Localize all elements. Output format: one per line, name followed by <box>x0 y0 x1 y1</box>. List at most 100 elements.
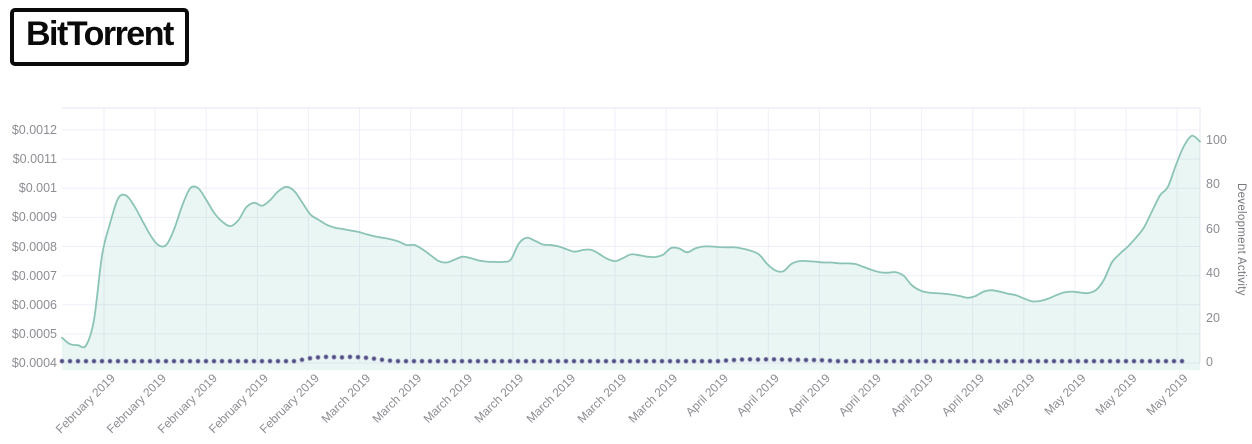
dev-activity-dot <box>771 356 777 362</box>
dev-activity-dot <box>707 358 713 364</box>
dev-activity-dot <box>1027 358 1033 364</box>
dev-activity-dot <box>355 354 361 360</box>
dev-activity-dot <box>387 358 393 364</box>
dev-activity-dot <box>931 358 937 364</box>
dev-activity-dot <box>99 358 105 364</box>
dev-activity-dot <box>131 358 137 364</box>
dev-activity-dot <box>971 358 977 364</box>
dev-activity-dot <box>699 358 705 364</box>
dev-activity-dot <box>547 358 553 364</box>
dev-activity-dot <box>1179 358 1185 364</box>
dev-activity-dot <box>323 354 329 360</box>
dev-activity-dot <box>835 358 841 364</box>
dev-activity-dot <box>1147 358 1153 364</box>
dev-activity-dot <box>363 355 369 361</box>
dev-activity-dot <box>283 358 289 364</box>
dev-activity-dot <box>83 358 89 364</box>
dev-activity-dot <box>859 358 865 364</box>
dev-activity-dot <box>955 358 961 364</box>
price-line <box>61 134 1201 349</box>
dev-activity-dot <box>675 358 681 364</box>
dev-activity-dot <box>691 358 697 364</box>
dev-activity-dot <box>875 358 881 364</box>
dev-activity-dot <box>331 354 337 360</box>
dev-activity-dot <box>1019 358 1025 364</box>
dev-activity-dot <box>1155 358 1161 364</box>
dev-activity-dot <box>851 358 857 364</box>
dev-activity-dot <box>203 358 209 364</box>
dev-activity-dot <box>947 358 953 364</box>
dev-activity-dot <box>683 358 689 364</box>
dev-activity-dot <box>483 358 489 364</box>
dev-activity-dot <box>907 358 913 364</box>
dev-activity-dot <box>779 356 785 363</box>
dev-activity-dot <box>651 358 657 364</box>
dev-activity-dot <box>211 358 217 364</box>
dev-activity-dot <box>619 358 625 364</box>
dev-activity-dot <box>1107 358 1113 364</box>
dev-activity-dot <box>507 358 513 364</box>
dev-activity-dot <box>395 358 401 364</box>
dev-activity-dot <box>1059 358 1065 364</box>
dev-activity-dot <box>1035 358 1041 364</box>
dev-activity-dot <box>251 358 257 364</box>
dev-activity-dot <box>867 358 873 364</box>
dev-activity-dot <box>539 358 545 364</box>
dev-activity-dot <box>1171 358 1177 364</box>
dev-activity-dot <box>107 358 113 364</box>
dev-activity-dot <box>531 358 537 364</box>
dev-activity-dot <box>195 358 201 364</box>
dev-activity-dot <box>1091 358 1097 364</box>
dev-activity-dot <box>243 358 249 364</box>
dev-activity-dot <box>979 358 985 364</box>
dev-activity-dot <box>491 358 497 364</box>
dev-activity-dot <box>587 358 593 364</box>
dev-activity-dot <box>163 358 169 364</box>
dev-activity-dot <box>411 358 417 364</box>
dev-activity-dot <box>115 358 121 364</box>
bittorrent-logo[interactable]: BitTorrent <box>10 8 189 66</box>
dev-activity-dot <box>715 358 721 364</box>
dev-activity-dot <box>467 358 473 364</box>
price-area-fill <box>62 135 1200 370</box>
dev-activity-dot <box>891 358 897 364</box>
dev-activity-dot <box>515 358 521 364</box>
dev-activity-dot <box>459 358 465 364</box>
dev-activity-dot <box>1139 358 1145 364</box>
dev-activity-dot <box>67 358 73 364</box>
dev-activity-dot <box>763 356 769 362</box>
dev-activity-dot <box>275 358 281 364</box>
dev-activity-dot <box>1163 358 1169 364</box>
dev-activity-dot <box>347 354 353 360</box>
dev-activity-dot <box>443 358 449 364</box>
dev-activity-dot <box>803 357 809 363</box>
dev-activity-dot <box>723 357 729 364</box>
dev-activity-dot <box>435 358 441 364</box>
dev-activity-dot <box>635 358 641 364</box>
dev-activity-dot <box>1043 358 1049 364</box>
dev-activity-dot <box>499 358 505 364</box>
dev-activity-dot <box>187 358 193 364</box>
dev-activity-dot <box>595 358 601 364</box>
dev-activity-dot <box>75 358 81 364</box>
dev-activity-dot <box>315 354 321 360</box>
dev-activity-dot <box>795 357 801 363</box>
dev-activity-dot <box>739 356 745 363</box>
dev-activity-dot <box>843 358 849 364</box>
dev-activity-dot <box>827 358 833 364</box>
dev-activity-dot <box>259 358 265 364</box>
dev-activity-dot <box>147 358 153 364</box>
dev-activity-dot <box>123 358 129 364</box>
dev-activity-dot <box>1131 358 1137 364</box>
dev-activity-dot <box>939 358 945 364</box>
dev-activity-dot <box>419 358 425 364</box>
dev-activity-dot <box>611 358 617 364</box>
dev-activity-dot <box>899 358 905 364</box>
dev-activity-dot <box>995 358 1001 364</box>
dev-activity-dot <box>643 358 649 364</box>
dev-activity-dot <box>1099 358 1105 364</box>
dev-activity-dot <box>59 358 65 364</box>
dev-activity-dot <box>475 358 481 364</box>
